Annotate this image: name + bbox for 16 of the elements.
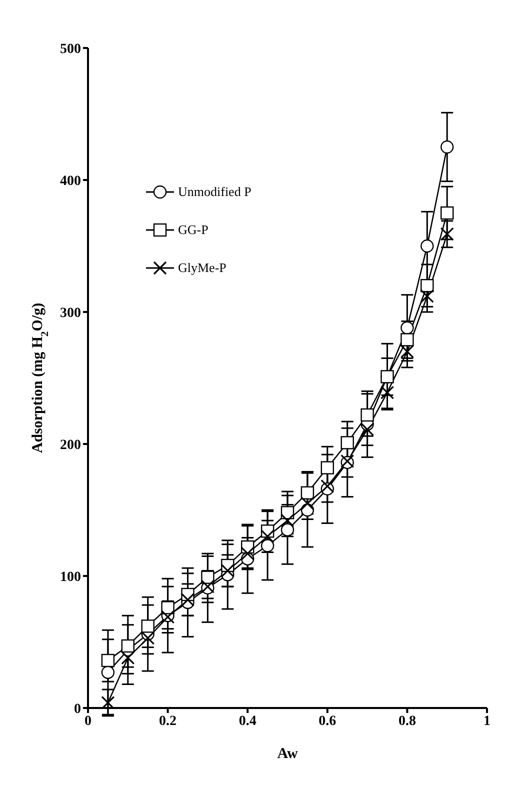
y-tick-label: 200 — [60, 438, 81, 453]
y-tick-label: 300 — [60, 306, 81, 321]
legend-label: GlyMe-P — [178, 260, 226, 275]
x-tick-label: 0.4 — [238, 714, 256, 729]
y-tick-label: 400 — [60, 174, 81, 189]
y-tick-label: 0 — [74, 702, 81, 717]
legend-label: GG-P — [178, 222, 208, 237]
x-tick-label: 0.8 — [398, 714, 416, 729]
y-tick-label: 500 — [60, 42, 81, 57]
x-tick-label: 0.6 — [318, 714, 336, 729]
x-axis-title: Aw — [277, 746, 298, 762]
legend-label: Unmodified P — [178, 184, 252, 199]
x-tick-label: 0 — [84, 714, 92, 729]
x-tick-label: 0.2 — [159, 714, 177, 729]
y-tick-label: 100 — [60, 570, 81, 585]
x-tick-label: 1 — [484, 714, 490, 729]
